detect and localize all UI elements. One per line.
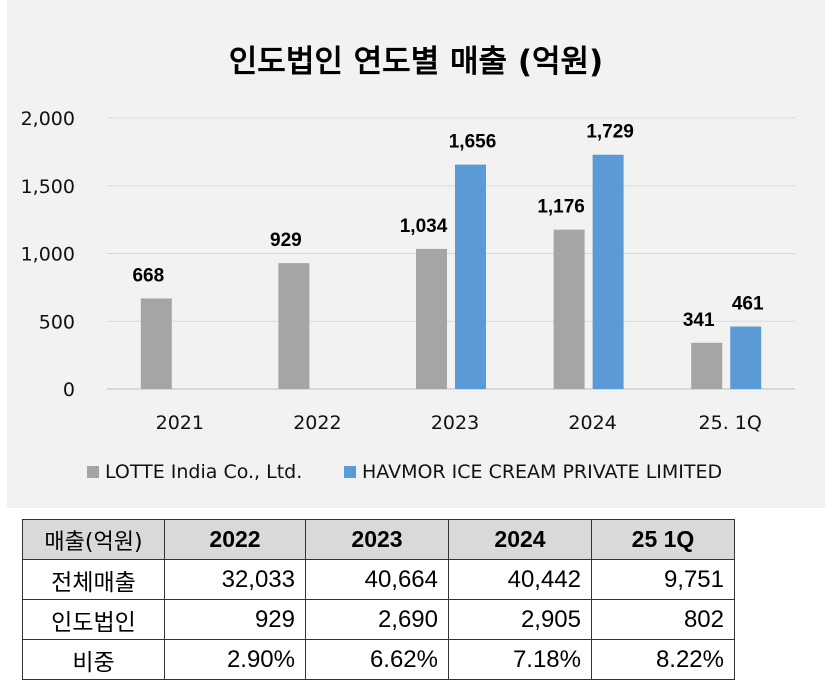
data-label: 461	[732, 294, 764, 315]
data-label: 1,656	[449, 132, 497, 153]
data-label: 929	[270, 230, 302, 251]
x-tick-label: 2024	[568, 412, 616, 434]
legend-item-lotte: LOTTE India Co., Ltd.	[87, 461, 302, 483]
table-header-cell: 2023	[305, 519, 449, 560]
bar-havmor	[730, 326, 762, 389]
legend-swatch-havmor	[344, 466, 356, 478]
table-cell: 802	[591, 599, 735, 640]
table-row-label: 비중	[22, 639, 165, 680]
legend-label-havmor: HAVMOR ICE CREAM PRIVATE LIMITED	[362, 461, 723, 483]
bar-havmor	[592, 154, 624, 389]
bar-lotte	[278, 263, 310, 389]
bar-lotte	[691, 342, 723, 389]
y-tick-label: 1,000	[21, 244, 75, 266]
table-header-cell: 2022	[164, 519, 306, 560]
data-label: 668	[132, 265, 164, 286]
table-cell: 7.18%	[448, 639, 592, 680]
data-label: 341	[683, 310, 715, 331]
table-cell: 6.62%	[305, 639, 449, 680]
sales-table: 매출(억원) 2022 2023 2024 25 1Q 전체매출 32,033 …	[22, 519, 735, 680]
y-tick-label: 2,000	[21, 108, 75, 130]
bar-chart: 인도법인 연도별 매출 (억원) 0 500 1,000 1,500 2,000 668…	[21, 44, 795, 434]
table-header-cell: 매출(억원)	[22, 519, 165, 560]
table-cell: 9,751	[591, 559, 735, 600]
bar-lotte	[140, 298, 172, 389]
table-row: 비중 2.90% 6.62% 7.18% 8.22%	[22, 639, 735, 680]
legend-label-lotte: LOTTE India Co., Ltd.	[105, 461, 303, 483]
table-header-cell: 25 1Q	[591, 519, 735, 560]
table-cell: 2,905	[448, 599, 592, 640]
table-cell: 8.22%	[591, 639, 735, 680]
legend-swatch-lotte	[87, 466, 99, 478]
data-label: 1,176	[537, 197, 585, 218]
x-tick-label: 25. 1Q	[699, 412, 762, 434]
bar-lotte	[416, 248, 447, 389]
table-cell: 40,442	[448, 559, 592, 600]
table-row-label: 인도법인	[22, 599, 165, 640]
x-axis-ticks: 2021 2022 2023 2024 25. 1Q	[156, 412, 762, 434]
gridlines	[107, 117, 795, 390]
bars	[140, 154, 762, 389]
bar-havmor	[455, 164, 486, 389]
x-tick-label: 2023	[431, 412, 479, 434]
table-header-row: 매출(억원) 2022 2023 2024 25 1Q	[22, 519, 735, 560]
y-axis-ticks: 0 500 1,000 1,500 2,000	[21, 108, 75, 401]
x-tick-label: 2021	[156, 412, 204, 434]
data-label: 1,034	[400, 216, 448, 237]
table-cell: 2.90%	[164, 639, 306, 680]
bar-lotte	[553, 229, 585, 389]
y-tick-label: 500	[39, 311, 75, 333]
table-cell: 929	[164, 599, 306, 640]
table-cell: 32,033	[164, 559, 306, 600]
table-cell: 2,690	[305, 599, 449, 640]
chart-panel: 인도법인 연도별 매출 (억원) 0 500 1,000 1,500 2,000 668…	[7, 0, 825, 508]
table-cell: 40,664	[305, 559, 449, 600]
data-labels: 668 929 1,034 1,656 1,176 1,729 341 461	[132, 122, 764, 331]
table-row-label: 전체매출	[22, 559, 165, 600]
y-tick-label: 1,500	[21, 176, 75, 198]
table-row: 인도법인 929 2,690 2,905 802	[22, 599, 735, 640]
x-tick-label: 2022	[293, 412, 341, 434]
table-header-cell: 2024	[448, 519, 592, 560]
legend-item-havmor: HAVMOR ICE CREAM PRIVATE LIMITED	[344, 461, 722, 483]
y-tick-label: 0	[63, 379, 75, 401]
data-label: 1,729	[586, 122, 634, 143]
table-row: 전체매출 32,033 40,664 40,442 9,751	[22, 559, 735, 600]
chart-title: 인도법인 연도별 매출 (억원)	[229, 44, 603, 80]
